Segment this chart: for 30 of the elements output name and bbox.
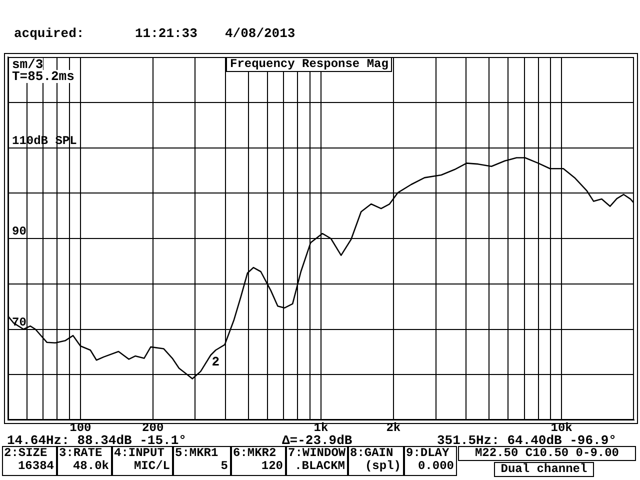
text: 7:WINDOW (287, 446, 347, 460)
y-tick-label: 90 (12, 224, 26, 239)
text: 48.0k (72, 459, 110, 473)
text: 4/08/2013 (225, 26, 296, 41)
text: .BLACKM (294, 459, 346, 473)
text: Dual channel (494, 462, 594, 477)
text: 3:RATE (58, 446, 104, 460)
text: MIC/L (132, 459, 171, 473)
text: 8:GAIN (349, 446, 394, 460)
text: 351.5Hz: 64.40dB -96.9° (437, 433, 616, 448)
text: 11:21:33 (135, 26, 198, 41)
text: 4:INPUT (113, 446, 166, 460)
annotation: 2 (212, 354, 220, 370)
text: 9:DLAY (405, 446, 450, 460)
y-tick-label: 70 (12, 315, 26, 330)
chart-title: Frequency Response Mag (226, 57, 392, 72)
text: 5:MKR1 (174, 446, 220, 460)
text: 6:MKR2 (232, 446, 278, 460)
text: 2:SIZE (3, 446, 48, 460)
text: M22.50 C10.50 0-9.00 (458, 446, 636, 461)
text: acquired: (14, 26, 84, 41)
annotation: sm/3 (12, 57, 44, 72)
annotation: T=85.2ms (12, 69, 74, 84)
text: 120 (260, 459, 284, 473)
text: (spl) (364, 459, 402, 473)
text: 0.000 (416, 459, 455, 473)
text: Δ=-23.9dB (282, 433, 352, 448)
text: 5 (220, 459, 229, 473)
text: 16384 (16, 459, 55, 473)
text: 14.64Hz: 88.34dB -15.1° (7, 433, 186, 448)
